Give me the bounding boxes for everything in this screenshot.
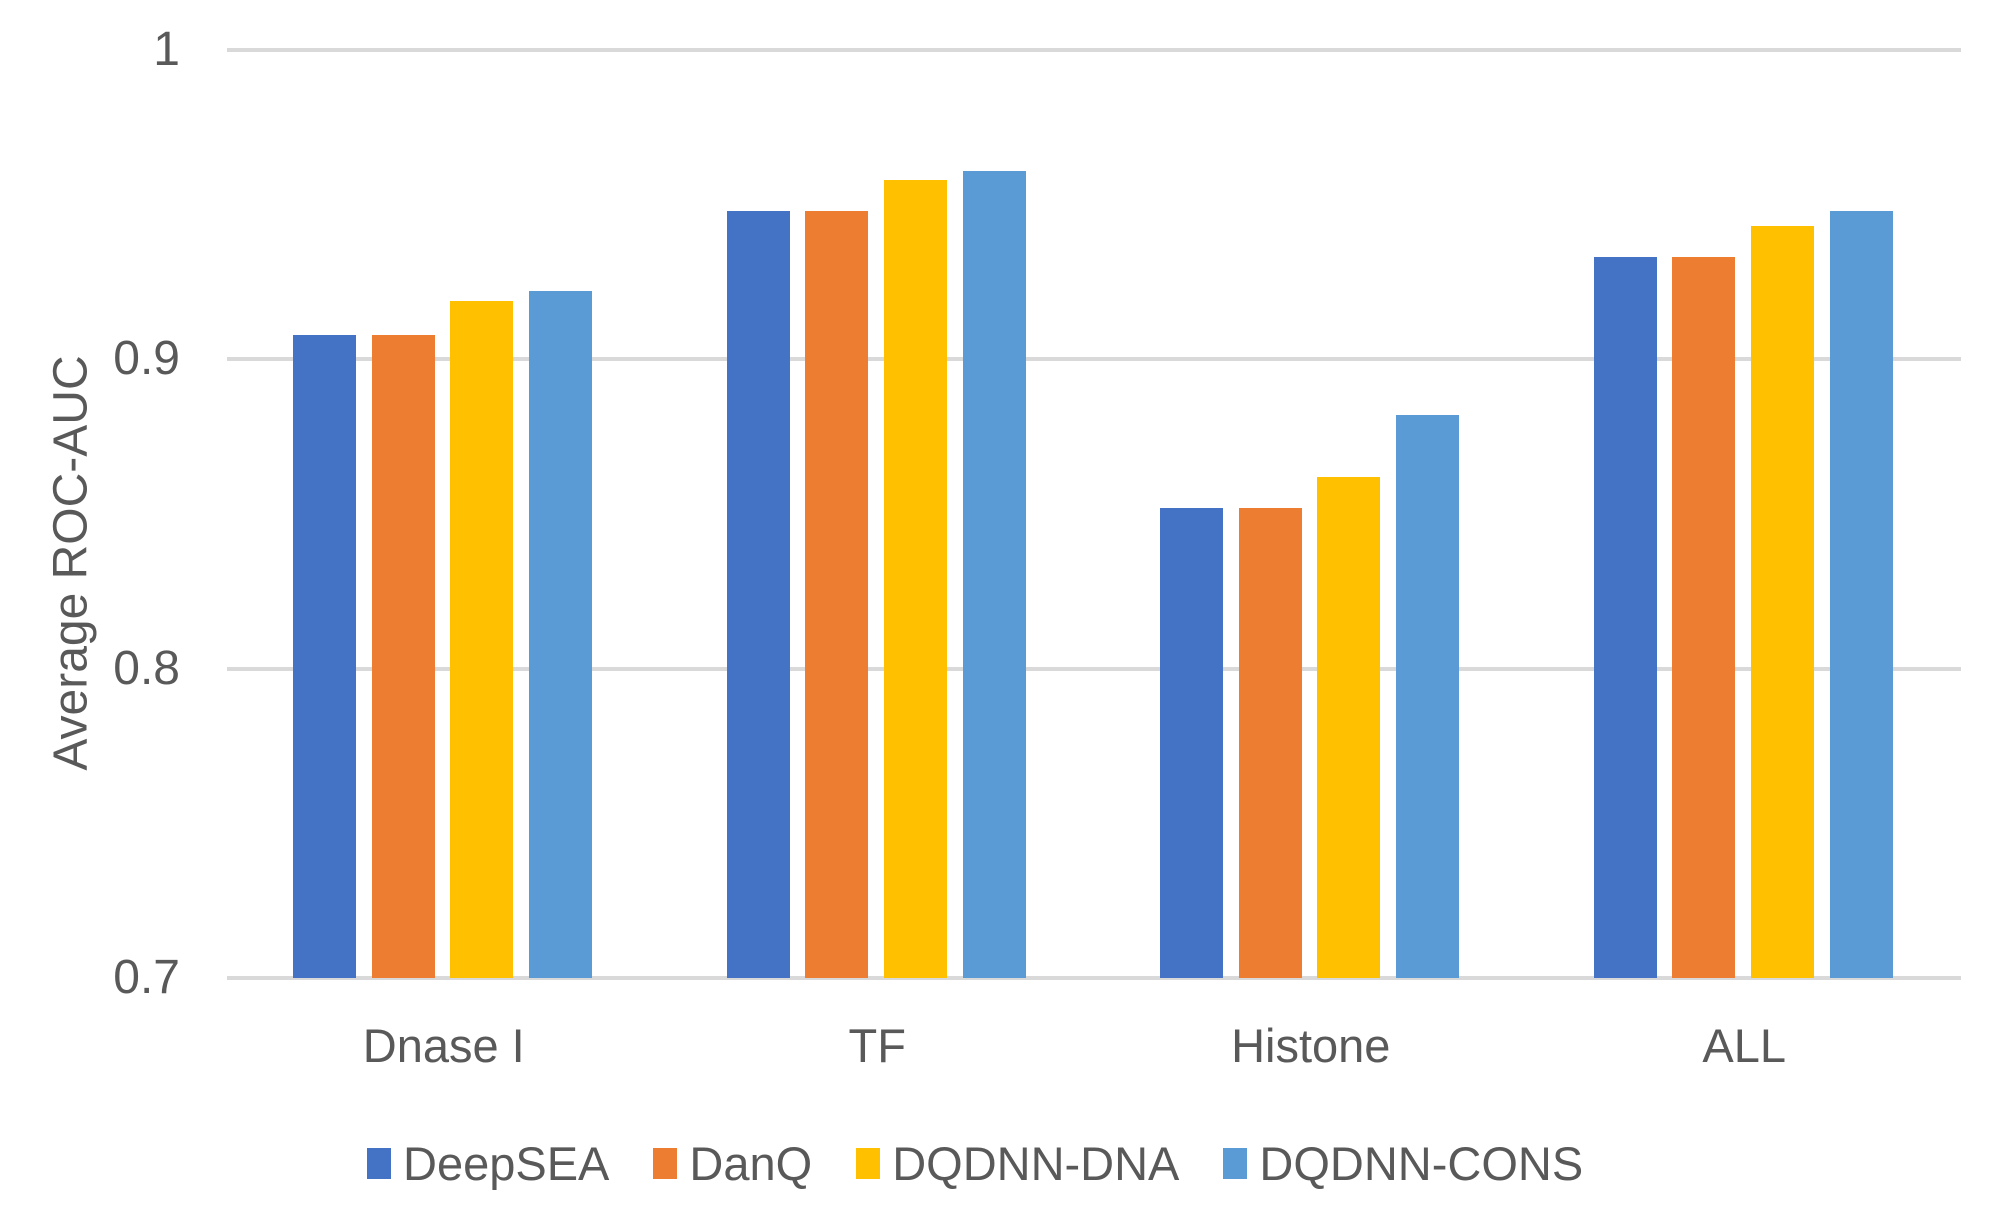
legend-item-deepsea: DeepSEA [367, 1136, 609, 1191]
bar-dqdnn-cons-all [1829, 210, 1893, 978]
y-tick-label: 0.8 [113, 641, 180, 695]
bar-danq-dnase-i [371, 334, 435, 978]
legend-label: DQDNN-CONS [1259, 1137, 1584, 1190]
legend-label: DQDNN-DNA [892, 1137, 1180, 1190]
bar-dqdnn-cons-tf [962, 170, 1026, 978]
y-axis-title: Average ROC-AUC [44, 355, 98, 771]
legend-item-danq: DanQ [653, 1136, 812, 1191]
bar-deepsea-tf [726, 210, 790, 978]
bar-danq-all [1672, 257, 1736, 978]
gridline [227, 48, 1961, 52]
legend-swatch-danq [653, 1148, 678, 1179]
legend-swatch-deepsea [367, 1148, 391, 1179]
legend-item-dqdnn-cons: DQDNN-CONS [1223, 1136, 1583, 1191]
bar-danq-tf [805, 210, 869, 978]
legend-item-dqdnn-dna: DQDNN-DNA [856, 1136, 1179, 1191]
legend: DeepSEA DanQ DQDNN-DNA DQDNN-CONS [367, 1136, 1583, 1191]
legend-label: DanQ [689, 1137, 813, 1190]
bar-dqdnn-dna-tf [883, 179, 947, 978]
y-tick-label: 1 [153, 23, 180, 76]
bar-deepsea-histone [1160, 507, 1223, 978]
gridline [227, 357, 1961, 362]
bar-dqdnn-dna-dnase-i [450, 300, 514, 978]
legend-swatch-dqdnn-cons [1223, 1148, 1248, 1179]
bar-dqdnn-cons-histone [1396, 415, 1460, 978]
bar-danq-histone [1238, 507, 1302, 978]
bar-dqdnn-dna-histone [1317, 476, 1381, 978]
y-tick-label: 0.9 [113, 332, 180, 386]
bar-deepsea-all [1593, 257, 1657, 978]
legend-label: DeepSEA [403, 1137, 610, 1190]
bar-dqdnn-dna-all [1750, 226, 1814, 978]
x-category-label: TF [848, 1019, 906, 1072]
bar-dqdnn-cons-dnase-i [529, 291, 593, 978]
x-category-label: Dnase I [362, 1019, 525, 1072]
x-category-label: Histone [1231, 1019, 1391, 1072]
x-category-label: ALL [1702, 1019, 1787, 1072]
gridline [227, 666, 1961, 671]
y-tick-label: 0.7 [113, 951, 180, 1004]
legend-swatch-dqdnn-dna [856, 1148, 881, 1179]
bar-deepsea-dnase-i [293, 334, 356, 978]
gridline [227, 976, 1961, 980]
